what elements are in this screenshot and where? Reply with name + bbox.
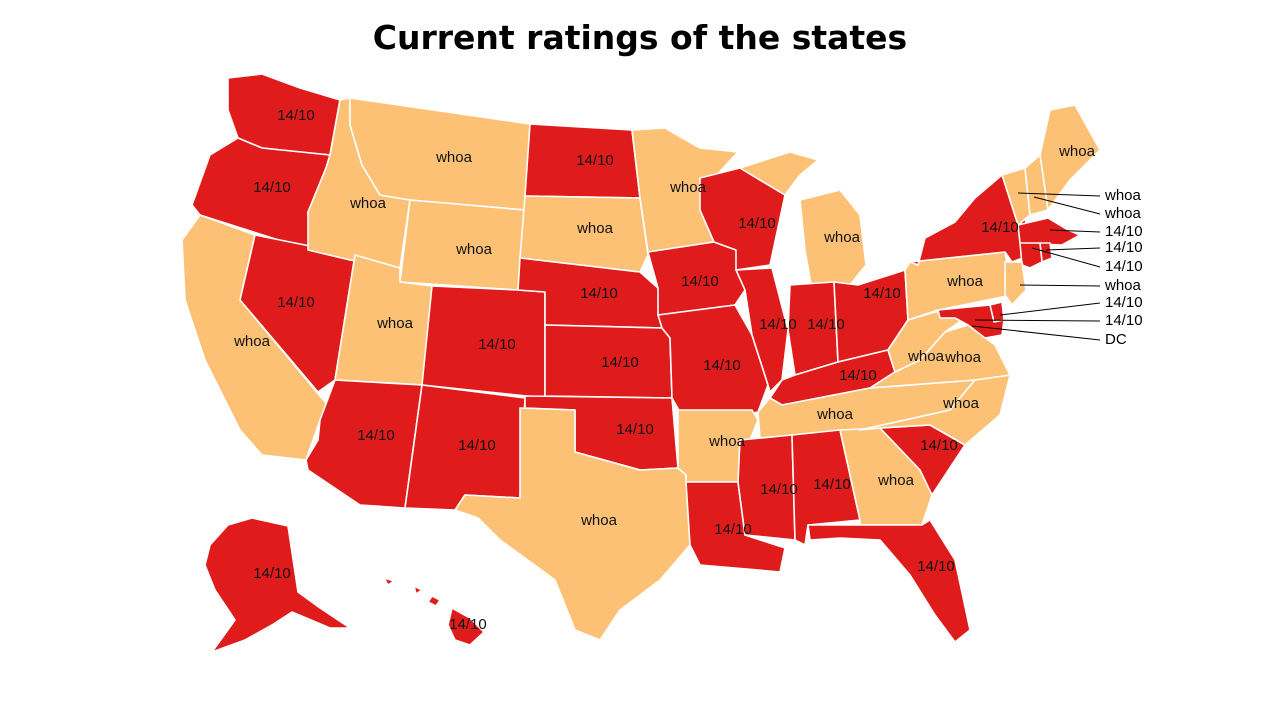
labels-layer: 14/1014/10whoa14/10whoawhoawhoawhoa14/10… [233, 107, 1096, 633]
callout-line-md [974, 319, 1101, 322]
state-ms [737, 434, 796, 541]
state-label-ia: 14/10 [681, 273, 719, 290]
callout-label-ri: 14/10 [1105, 239, 1143, 256]
state-label-oh: 14/10 [863, 285, 901, 302]
state-label-ky: 14/10 [839, 367, 877, 384]
state-label-la: 14/10 [714, 521, 752, 538]
state-ak [204, 517, 351, 653]
callout-line-dc [971, 325, 1101, 341]
state-label-al: 14/10 [813, 476, 851, 493]
state-label-pa: whoa [946, 273, 984, 290]
state-label-ny: 14/10 [981, 219, 1019, 236]
state-label-ar: whoa [708, 433, 746, 450]
state-label-wa: 14/10 [277, 107, 315, 124]
state-label-fl: 14/10 [917, 558, 955, 575]
state-mi [739, 151, 867, 291]
state-label-ut: whoa [376, 315, 414, 332]
state-label-nm: 14/10 [458, 437, 496, 454]
callout-label-nh: whoa [1104, 205, 1142, 222]
state-ct [1019, 242, 1043, 269]
callout-label-md: 14/10 [1105, 312, 1143, 329]
state-label-me: whoa [1058, 143, 1096, 160]
callout-line-vt [1017, 192, 1101, 197]
state-label-il: 14/10 [759, 316, 797, 333]
state-label-ok: 14/10 [616, 421, 654, 438]
state-label-nc: whoa [942, 395, 980, 412]
states-layer [181, 73, 1101, 653]
callout-line-nh [1033, 196, 1101, 215]
state-label-id: whoa [349, 195, 387, 212]
state-label-tn: whoa [816, 406, 854, 423]
state-label-wy: whoa [455, 241, 493, 258]
state-label-mo: 14/10 [703, 357, 741, 374]
state-nc [859, 374, 1011, 446]
callout-line-ma [1049, 229, 1101, 233]
state-label-ak: 14/10 [253, 565, 291, 582]
callout-label-ma: 14/10 [1105, 223, 1143, 240]
state-fl [807, 519, 971, 643]
state-nh [1024, 154, 1049, 216]
page-title: Current ratings of the states [372, 18, 908, 57]
state-label-mi: whoa [823, 229, 861, 246]
state-il [735, 267, 789, 393]
state-label-wi: 14/10 [738, 215, 776, 232]
callout-label-ct: 14/10 [1105, 258, 1143, 275]
state-label-ms: 14/10 [760, 481, 798, 498]
state-tx [454, 407, 691, 641]
state-label-va: whoa [944, 349, 982, 366]
callout-line-ri [1045, 247, 1101, 251]
callout-line-nj [1019, 284, 1101, 287]
callout-line-de [999, 302, 1101, 316]
callout-label-dc: DC [1105, 331, 1127, 348]
state-label-ks: 14/10 [601, 354, 639, 371]
state-label-sd: whoa [576, 220, 614, 237]
state-label-in: 14/10 [807, 316, 845, 333]
callout-label-vt: whoa [1104, 187, 1142, 204]
state-label-co: 14/10 [478, 336, 516, 353]
state-label-nv: 14/10 [277, 294, 315, 311]
state-label-ca: whoa [233, 333, 271, 350]
state-label-ne: 14/10 [580, 285, 618, 302]
state-label-wv: whoa [907, 348, 945, 365]
state-label-mn: whoa [669, 179, 707, 196]
state-ma [1017, 217, 1081, 246]
state-label-az: 14/10 [357, 427, 395, 444]
state-label-nd: 14/10 [576, 152, 614, 169]
callout-label-de: 14/10 [1105, 294, 1143, 311]
callout-line-ct [1031, 247, 1101, 268]
state-label-or: 14/10 [253, 179, 291, 196]
state-nj [1004, 261, 1027, 306]
state-label-sc: 14/10 [920, 437, 958, 454]
state-label-ga: whoa [877, 472, 915, 489]
callout-label-nj: whoa [1104, 277, 1142, 294]
state-md [937, 304, 1005, 339]
state-sd [519, 195, 649, 273]
state-label-mt: whoa [435, 149, 473, 166]
state-label-tx: whoa [580, 512, 618, 529]
state-label-hi: 14/10 [449, 616, 487, 633]
state-hi [383, 577, 485, 646]
